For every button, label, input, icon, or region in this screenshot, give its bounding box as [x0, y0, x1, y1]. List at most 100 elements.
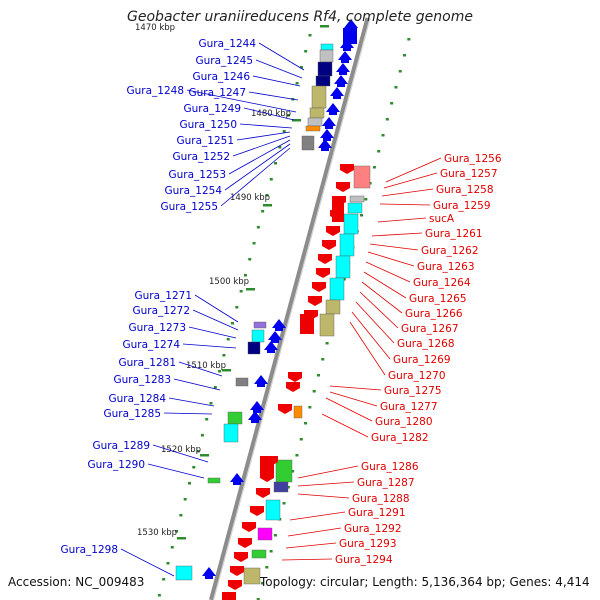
- outer-track-dot: [407, 38, 411, 41]
- cog-color-box: [301, 135, 315, 151]
- reverse-gene-arrow: [254, 375, 268, 387]
- minus-gene-leader: [252, 75, 301, 87]
- minus-gene-label: Gura_1247: [188, 87, 246, 99]
- plus-gene-label: Gura_1266: [405, 308, 463, 320]
- inner-track-dot: [248, 258, 252, 261]
- plus-gene-leader: [351, 311, 391, 360]
- minus-gene-leader: [194, 294, 239, 323]
- cog-color-box: [349, 195, 365, 203]
- reverse-gene-arrow: [248, 411, 262, 423]
- forward-gene-arrow: [318, 254, 332, 264]
- outer-track-dot: [269, 550, 273, 553]
- plus-gene-leader: [365, 261, 411, 283]
- cog-color-box: [325, 299, 341, 315]
- cog-color-box: [251, 549, 267, 559]
- scale-tick-label: 1530 kbp: [137, 528, 177, 538]
- inner-track-dot: [265, 194, 269, 197]
- plus-gene-label: Gura_1265: [409, 293, 467, 305]
- forward-gene-arrow: [238, 538, 252, 548]
- minus-gene-label: Gura_1244: [198, 38, 256, 50]
- outer-track-dot: [316, 374, 320, 377]
- reverse-gene-arrow: [318, 139, 332, 151]
- cog-color-box: [343, 213, 359, 235]
- minus-gene-label: Gura_1255: [160, 201, 218, 213]
- plus-gene-label: Gura_1257: [440, 168, 498, 180]
- inner-track-dot: [239, 290, 243, 293]
- inner-track-dot: [200, 434, 204, 437]
- plus-gene-leader: [325, 397, 373, 422]
- scale-tick-mark: [222, 369, 231, 372]
- plus-gene-label: Gura_1292: [344, 523, 402, 535]
- inner-track-dot: [218, 370, 222, 373]
- plus-gene-label: Gura_1267: [401, 323, 459, 335]
- outer-track-dot: [394, 86, 398, 89]
- outer-track-dot: [385, 118, 389, 121]
- minus-gene-leader: [232, 135, 291, 157]
- forward-gene-arrow: [234, 552, 248, 562]
- reverse-gene-arrow: [330, 87, 344, 99]
- cog-color-box: [207, 477, 221, 484]
- plus-gene-leader: [355, 301, 395, 344]
- plus-gene-leader: [381, 188, 434, 197]
- inner-track-dot: [304, 50, 308, 53]
- outer-track-dot: [398, 70, 402, 73]
- plus-gene-leader: [363, 271, 407, 299]
- inner-track-dot: [282, 130, 286, 133]
- plus-gene-label: Gura_1294: [335, 554, 393, 566]
- inner-track-dot: [269, 178, 273, 181]
- outer-track-dot: [360, 214, 364, 217]
- inner-track-dot: [286, 114, 290, 117]
- plus-gene-leader: [385, 157, 442, 183]
- cog-color-box: [319, 313, 335, 337]
- forward-gene-arrow: [242, 522, 256, 532]
- outer-track-dot: [325, 342, 329, 345]
- outer-track-dot: [299, 438, 303, 441]
- plus-gene-label: Gura_1291: [348, 507, 406, 519]
- cog-color-box: [273, 481, 289, 493]
- scale-tick-mark: [263, 204, 272, 207]
- minus-gene-label: Gura_1298: [60, 544, 118, 556]
- outer-track-dot: [377, 150, 381, 153]
- minus-gene-leader: [192, 309, 239, 331]
- accession-text: Accession: NC_009483: [8, 575, 145, 589]
- plus-gene-leader: [321, 413, 369, 438]
- outer-track-dot: [321, 358, 325, 361]
- inner-track-dot: [157, 594, 161, 597]
- inner-track-dot: [231, 322, 235, 325]
- minus-gene-leader: [173, 378, 221, 391]
- outer-track-dot: [256, 598, 260, 600]
- inner-track-dot: [187, 482, 191, 485]
- minus-gene-leader: [220, 147, 291, 207]
- cog-color-box: [309, 107, 325, 119]
- inner-track-dot: [256, 226, 260, 229]
- scale-tick-label: 1510 kbp: [186, 361, 226, 371]
- minus-gene-label: Gura_1274: [122, 339, 180, 351]
- plus-gene-label: Gura_1264: [413, 277, 471, 289]
- genome-backbone: [209, 17, 371, 600]
- plus-gene-leader: [367, 251, 415, 267]
- minus-gene-label: Gura_1246: [192, 71, 250, 83]
- cog-color-box: [353, 165, 371, 189]
- plus-gene-label: Gura_1277: [380, 401, 438, 413]
- cog-color-box: [307, 117, 323, 127]
- outer-track-dot: [364, 198, 368, 201]
- inner-track-dot: [175, 530, 179, 533]
- plus-gene-label: Gura_1256: [444, 153, 502, 165]
- plus-gene-label: Gura_1282: [371, 432, 429, 444]
- minus-gene-label: Gura_1254: [164, 185, 222, 197]
- genome-title: Geobacter uraniireducens Rf4, complete g…: [127, 9, 473, 25]
- minus-gene-leader: [182, 343, 237, 349]
- inner-track-dot: [308, 34, 312, 37]
- forward-gene-arrow: [322, 240, 336, 250]
- inner-track-dot: [162, 578, 166, 581]
- plus-gene-label: Gura_1258: [436, 184, 494, 196]
- plus-gene-leader: [297, 481, 355, 487]
- minus-gene-leader: [147, 463, 205, 479]
- outer-track-dot: [265, 566, 269, 569]
- minus-gene-leader: [188, 326, 237, 339]
- minus-gene-label: Gura_1285: [103, 408, 161, 420]
- plus-gene-leader: [379, 203, 431, 206]
- minus-gene-label: Gura_1252: [172, 151, 230, 163]
- forward-gene-arrow: [340, 164, 354, 174]
